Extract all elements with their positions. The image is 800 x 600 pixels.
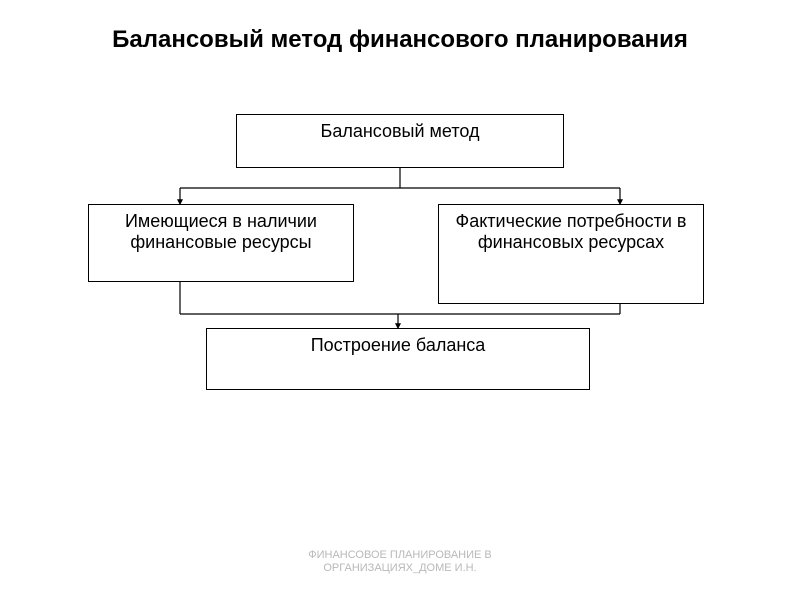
node-actual-needs: Фактические потребности в финансовых рес… <box>438 204 704 304</box>
node-label: Фактические потребности в финансовых рес… <box>439 211 703 253</box>
footer-credit: ФИНАНСОВОЕ ПЛАНИРОВАНИЕ В ОРГАНИЗАЦИЯХ_Д… <box>0 549 800 577</box>
node-available-resources: Имеющиеся в наличии финансовые ресурсы <box>88 204 354 282</box>
node-balance-method: Балансовый метод <box>236 114 564 168</box>
node-label: Имеющиеся в наличии финансовые ресурсы <box>89 211 353 253</box>
page-title: Балансовый метод финансового планировани… <box>0 26 800 54</box>
diagram-canvas: Балансовый метод финансового планировани… <box>0 0 800 600</box>
node-label: Балансовый метод <box>321 121 480 142</box>
node-label: Построение баланса <box>311 335 486 356</box>
footer-line: ФИНАНСОВОЕ ПЛАНИРОВАНИЕ В <box>0 549 800 563</box>
footer-line: ОРГАНИЗАЦИЯХ_ДОМЕ И.Н. <box>0 562 800 576</box>
node-build-balance: Построение баланса <box>206 328 590 390</box>
